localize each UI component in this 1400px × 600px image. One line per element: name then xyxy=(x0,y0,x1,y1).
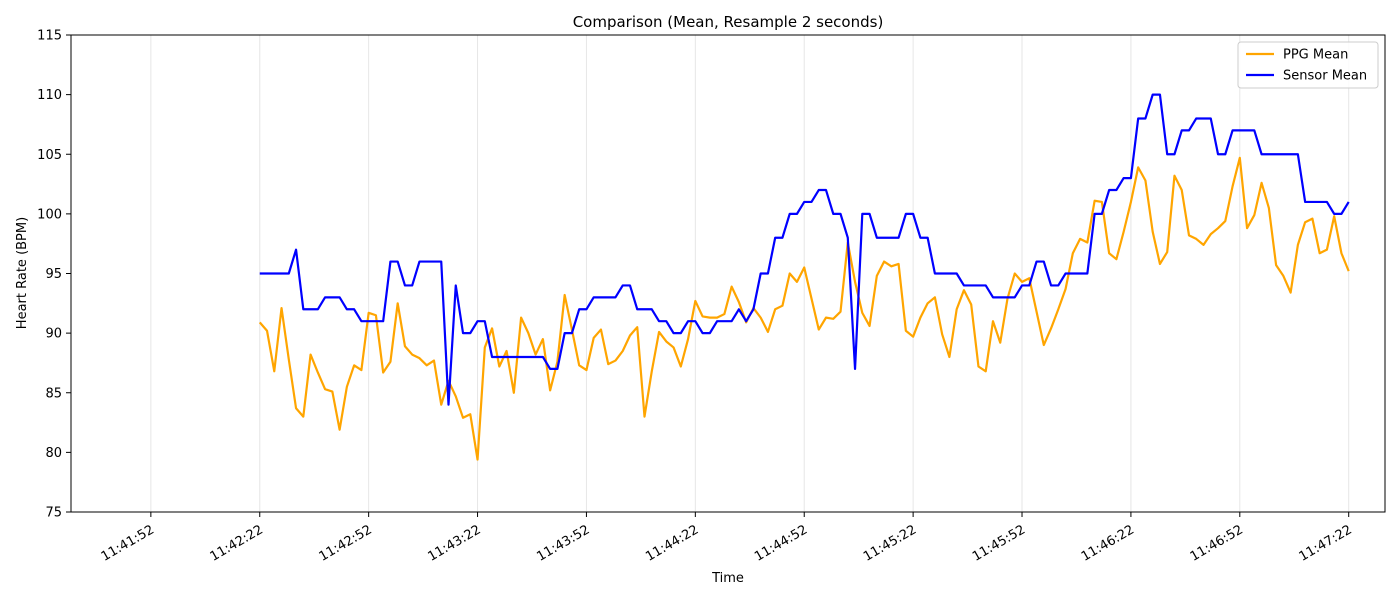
y-tick-label: 90 xyxy=(45,327,62,342)
ppg-mean-line xyxy=(258,156,1350,461)
y-axis: 75 80 85 90 95 100 105 110 115 xyxy=(37,29,71,521)
x-tick-label: 11:46:52 xyxy=(1188,522,1246,564)
y-tick-label: 115 xyxy=(37,29,62,44)
x-tick-label: 11:42:22 xyxy=(208,522,266,564)
x-tick-label: 11:43:22 xyxy=(425,522,483,564)
y-tick-label: 110 xyxy=(37,88,62,103)
x-tick-label: 11:44:22 xyxy=(643,522,701,564)
grid xyxy=(150,35,1350,512)
legend-label: Sensor Mean xyxy=(1283,69,1367,84)
series-layer xyxy=(258,93,1350,461)
y-axis-label: Heart Rate (BPM) xyxy=(15,217,30,329)
x-axis: 11:41:52 11:42:22 11:42:52 11:43:22 11:43:52… xyxy=(99,512,1355,565)
y-tick-label: 75 xyxy=(45,506,62,521)
chart-title: Comparison (Mean, Resample 2 seconds) xyxy=(573,13,884,31)
x-tick-label: 11:43:52 xyxy=(534,522,592,564)
legend-label: PPG Mean xyxy=(1283,48,1348,63)
x-tick-label: 11:42:52 xyxy=(317,522,375,564)
y-tick-label: 105 xyxy=(37,148,62,163)
y-tick-label: 95 xyxy=(45,267,62,282)
x-tick-label: 11:41:52 xyxy=(99,522,157,564)
sensor-mean-line xyxy=(259,93,1350,406)
legend: PPG Mean Sensor Mean xyxy=(1237,41,1379,89)
y-tick-label: 85 xyxy=(45,386,62,401)
x-tick-label: 11:45:22 xyxy=(861,522,919,564)
x-tick-label: 11:46:22 xyxy=(1079,522,1137,564)
y-tick-label: 80 xyxy=(45,446,62,461)
x-tick-label: 11:45:52 xyxy=(970,522,1028,564)
x-tick-label: 11:44:52 xyxy=(752,522,810,564)
x-tick-label: 11:47:22 xyxy=(1297,522,1355,564)
y-tick-label: 100 xyxy=(37,207,62,222)
x-axis-label: Time xyxy=(711,571,744,586)
